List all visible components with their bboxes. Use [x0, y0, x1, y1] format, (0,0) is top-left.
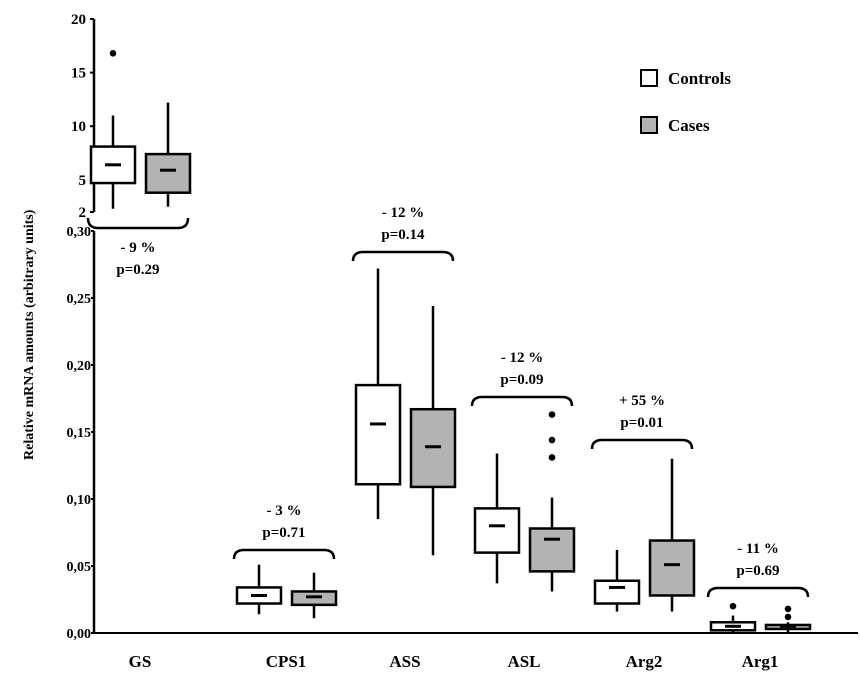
- box-iqr: [648, 539, 696, 597]
- outlier-point: [548, 411, 556, 418]
- upper-y-tick-label: 5: [79, 173, 87, 189]
- box-iqr: [473, 507, 521, 554]
- x-category-label: GS: [129, 652, 152, 671]
- x-category-label: CPS1: [266, 652, 307, 671]
- box-iqr: [528, 527, 576, 573]
- cases-box-arg2: [648, 458, 696, 612]
- outlier-point: [784, 613, 792, 621]
- comparison-bracket: [470, 395, 574, 407]
- comparison-bracket: [86, 217, 190, 230]
- outlier-point: [548, 436, 556, 444]
- upper-y-tick-label: 10: [71, 119, 86, 135]
- axes: 2 5 10 15 20 0,00 0,05 0,10 0,15 0,20 0,25 0,30: [67, 12, 858, 642]
- legend-label-controls: Controls: [668, 69, 731, 88]
- comparison-bracket: [706, 586, 810, 598]
- legend: Controls Cases: [640, 69, 731, 135]
- group-arg2: + 55 % p=0.01 Arg2: [590, 393, 696, 671]
- lower-y-tick-label: 0,20: [67, 359, 92, 374]
- outlier-point: [784, 605, 792, 613]
- box-iqr: [593, 579, 641, 605]
- cases-box-arg1: [764, 605, 812, 633]
- p-value-label: p=0.69: [736, 563, 779, 579]
- x-category-label: Arg2: [626, 652, 663, 671]
- percent-change-label: + 55 %: [619, 393, 665, 409]
- box-iqr: [144, 152, 192, 194]
- x-category-label: Arg1: [742, 652, 779, 671]
- x-category-label: ASL: [507, 652, 540, 671]
- cases-box-cps1: [290, 572, 338, 619]
- percent-change-label: - 12 %: [501, 350, 544, 366]
- x-category-label: ASS: [389, 652, 420, 671]
- group-gs: - 9 % p=0.29 GS: [86, 50, 192, 671]
- controls-box-ass: [354, 268, 402, 520]
- controls-box-arg1: [709, 602, 757, 633]
- percent-change-label: - 12 %: [382, 205, 425, 221]
- legend-label-cases: Cases: [668, 116, 710, 135]
- lower-y-tick-label: 0,25: [67, 292, 92, 307]
- p-value-label: p=0.14: [381, 227, 425, 243]
- p-value-label: p=0.29: [116, 262, 159, 278]
- comparison-bracket: [232, 548, 336, 560]
- lower-y-tick-label: 0,15: [67, 426, 92, 441]
- group-asl: - 12 % p=0.09 ASL: [470, 350, 576, 671]
- controls-box-arg2: [593, 549, 641, 612]
- group-cps1: - 3 % p=0.71 CPS1: [232, 503, 338, 671]
- group-arg1: - 11 % p=0.69 Arg1: [706, 541, 812, 671]
- legend-swatch-cases: [640, 116, 658, 134]
- controls-box-cps1: [235, 564, 283, 615]
- percent-change-label: - 11 %: [737, 541, 779, 557]
- percent-change-label: - 3 %: [267, 503, 302, 519]
- y-axis-label: Relative mRNA amounts (arbitrary units): [22, 209, 37, 460]
- lower-y-tick-label: 0,10: [67, 493, 92, 508]
- box-marks: - 9 % p=0.29 GS - 3 % p=0.71 CPS1 - 12 % p=0.14…: [86, 50, 812, 671]
- upper-y-tick-label: 2: [79, 205, 87, 221]
- cases-box-ass: [409, 306, 457, 556]
- outlier-point: [548, 454, 556, 461]
- upper-y-tick-label: 20: [71, 12, 86, 28]
- cases-box-asl: [528, 411, 576, 592]
- percent-change-label: - 9 %: [121, 240, 156, 256]
- controls-box-gs: [89, 50, 137, 209]
- cases-box-gs: [144, 102, 192, 207]
- group-ass: - 12 % p=0.14 ASS: [351, 205, 457, 671]
- lower-y-tick-label: 0,30: [67, 225, 92, 240]
- p-value-label: p=0.71: [262, 525, 305, 541]
- p-value-label: p=0.09: [500, 372, 543, 388]
- box-iqr: [354, 383, 402, 486]
- p-value-label: p=0.01: [620, 415, 663, 431]
- legend-swatch-controls: [640, 69, 658, 87]
- lower-y-tick-label: 0,05: [67, 560, 92, 575]
- controls-box-asl: [473, 453, 521, 584]
- lower-y-tick-label: 0,00: [67, 627, 92, 642]
- comparison-bracket: [351, 250, 455, 262]
- upper-y-tick-label: 15: [71, 66, 86, 82]
- outlier-point: [729, 602, 737, 610]
- comparison-bracket: [590, 438, 694, 450]
- box-iqr: [409, 407, 457, 489]
- outlier-point: [109, 50, 117, 57]
